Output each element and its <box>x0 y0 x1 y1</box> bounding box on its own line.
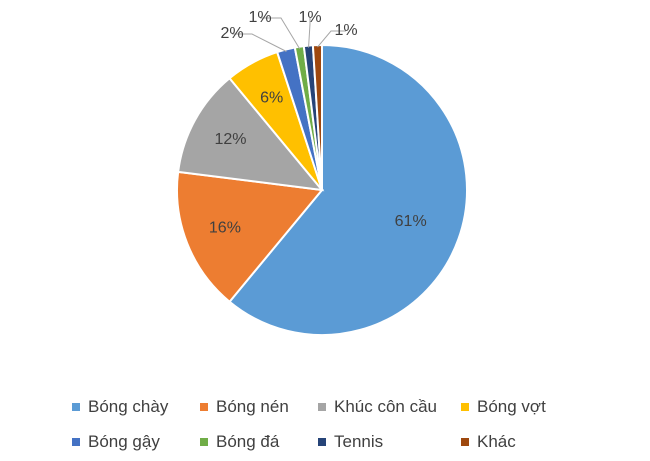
legend-label-bong-nen: Bóng nén <box>216 397 289 416</box>
legend-item-tennis: Tennis <box>318 432 383 452</box>
legend-item-khac: Khác <box>461 432 516 452</box>
legend-label-bong-vot: Bóng vợt <box>477 397 546 416</box>
legend-label-khac: Khác <box>477 432 516 451</box>
pie-slice-khuc-con-cau <box>177 76 325 192</box>
legend-label-tennis: Tennis <box>334 432 384 451</box>
data-label-bong-vot: 6% <box>260 90 283 107</box>
legend-item-bong-da: Bóng đá <box>200 432 279 452</box>
legend-item-bong-vot: Bóng vợt <box>461 397 546 417</box>
data-label-tennis: 1% <box>298 9 321 26</box>
legend-swatch-bong-chay <box>72 403 80 411</box>
pie-slice-bong-chay <box>228 43 468 336</box>
leader-line-khac <box>317 30 346 48</box>
legend-item-bong-chay: Bóng chày <box>72 397 168 417</box>
pie-slice-khac <box>311 43 323 191</box>
legend-label-bong-da: Bóng đá <box>216 432 280 451</box>
data-label-bong-nen: 16% <box>209 220 241 237</box>
data-label-bong-chay: 61% <box>395 213 427 230</box>
legend-swatch-tennis <box>318 438 326 446</box>
legend-swatch-bong-da <box>200 438 208 446</box>
legend-item-khuc-con-cau: Khúc côn cầu <box>318 397 437 417</box>
legend-swatch-bong-vot <box>461 403 469 411</box>
pie-slice-bong-nen <box>176 170 324 304</box>
leader-line-bong-da <box>260 17 301 50</box>
leader-line-tennis <box>308 18 311 48</box>
data-label-khuc-con-cau: 12% <box>214 131 246 148</box>
legend-label-khuc-con-cau: Khúc côn cầu <box>334 397 438 416</box>
pie-slices <box>176 43 468 336</box>
data-label-bong-gay: 2% <box>220 25 243 42</box>
legend-swatch-bong-nen <box>200 403 208 411</box>
legend-item-bong-gay: Bóng gậy <box>72 432 160 452</box>
legend-label-bong-gay: Bóng gậy <box>88 432 160 451</box>
legend-label-bong-chay: Bóng chày <box>88 397 169 416</box>
legend-item-bong-nen: Bóng nén <box>200 397 289 417</box>
legend-swatch-bong-gay <box>72 438 80 446</box>
data-label-khac: 1% <box>334 22 357 39</box>
legend-swatch-khac <box>461 438 469 446</box>
leader-line-bong-gay <box>232 33 287 52</box>
data-label-bong-da: 1% <box>248 9 271 26</box>
data-labels: 61% 16% 12% 6% 2% 1% 1% 1% <box>209 9 427 236</box>
leader-lines <box>232 17 346 52</box>
legend-swatch-khuc-con-cau <box>318 403 326 411</box>
